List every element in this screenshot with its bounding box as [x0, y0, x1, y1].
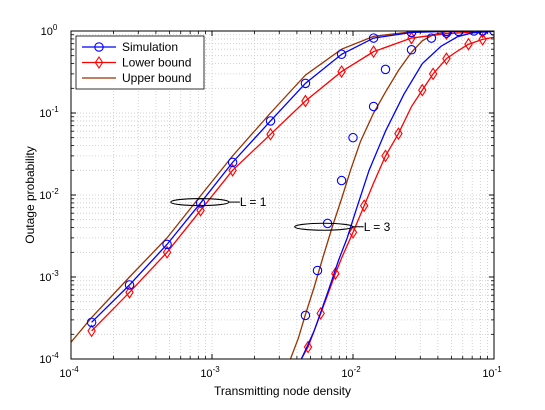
data-point [478, 31, 487, 39]
data-point [331, 267, 340, 281]
data-point [86, 317, 97, 328]
data-point [369, 45, 378, 59]
annotation-label: L = 3 [364, 220, 391, 234]
data-point [265, 116, 276, 126]
data-point [380, 64, 391, 75]
series-line [91, 31, 483, 323]
x-tick-label: 10-3 [200, 365, 220, 380]
legend-entry-label: Upper bound [122, 71, 191, 85]
x-tick-label: 10-4 [59, 365, 79, 380]
data-point [428, 67, 438, 81]
data-point [336, 175, 347, 186]
series-line [91, 31, 483, 332]
y-tick-label: 10-2 [39, 187, 59, 202]
legend-entry-label: Lower bound [122, 56, 191, 70]
data-point [426, 33, 437, 43]
data-point [303, 340, 313, 354]
data-point [125, 285, 134, 299]
data-point [336, 49, 347, 60]
series-line [300, 36, 494, 359]
data-point [316, 306, 325, 320]
data-point [227, 157, 238, 168]
data-point [406, 45, 417, 55]
chart-grid [71, 31, 494, 359]
data-point [359, 199, 369, 213]
data-point [406, 31, 417, 38]
annotation-label: L = 1 [240, 195, 267, 209]
data-point [418, 83, 427, 97]
data-point [312, 265, 323, 276]
y-tick-label: 100 [41, 23, 58, 38]
data-point [441, 31, 452, 38]
data-point [162, 239, 172, 250]
data-point [266, 127, 275, 141]
legend-marker [94, 42, 104, 52]
annotation-layer: L = 1 L = 3 [170, 195, 391, 234]
data-point [196, 203, 205, 217]
data-point [228, 163, 237, 177]
data-point [442, 52, 451, 66]
legend-marker [94, 55, 104, 70]
y-tick-label: 10-3 [39, 269, 59, 284]
legend-entry-label: Simulation [122, 40, 178, 54]
data-point [87, 324, 96, 338]
y-axis-label: Outage probability [23, 146, 37, 243]
data-point [368, 101, 379, 112]
x-axis-label: Transmitting node density [214, 384, 351, 398]
data-point [368, 33, 379, 43]
data-point [300, 78, 311, 89]
x-tick-label: 10-2 [341, 365, 361, 380]
x-tick-label: 10-1 [482, 365, 502, 380]
series-line [300, 31, 494, 359]
data-point [124, 280, 135, 290]
data-point [348, 132, 358, 143]
data-point [464, 37, 473, 51]
data-point [301, 94, 310, 108]
data-point [337, 65, 346, 79]
data-point [394, 127, 403, 141]
series-line [289, 31, 494, 359]
data-point [348, 225, 358, 239]
data-point [162, 245, 172, 259]
data-point [381, 149, 390, 163]
y-tick-label: 10-1 [39, 105, 59, 120]
data-point [477, 31, 488, 36]
data-point [469, 31, 479, 36]
y-tick-label: 10-4 [39, 351, 59, 366]
axis-ticks [70, 30, 495, 360]
data-point [300, 310, 311, 321]
data-point [478, 32, 487, 46]
